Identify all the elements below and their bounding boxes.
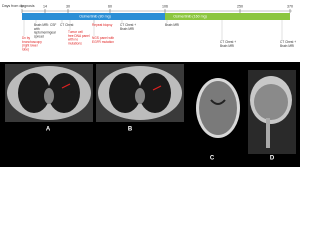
- panel-label: C: [210, 156, 215, 162]
- event-label: Brain MRI: [165, 23, 179, 27]
- ct-image: [5, 64, 93, 122]
- figure: Days from diagnosis Osimertinib (80 mg) …: [0, 0, 300, 167]
- bar-label: Osimertinib (160 mg): [173, 14, 207, 18]
- event-label: NGS panel with EGFR mutation: [92, 36, 114, 44]
- event-label: CT Chest + Brain MRI: [120, 23, 136, 31]
- mri-image: [196, 78, 240, 138]
- bar-label: Osimertinib (80 mg): [79, 14, 111, 18]
- ticks: 0 14 30 60 106 250 370: [21, 4, 293, 13]
- axis-label: Days from diagnosis: [2, 4, 35, 8]
- tick-label: 370: [287, 4, 293, 8]
- panel-label: A: [46, 127, 51, 133]
- tick-label: 30: [66, 4, 70, 8]
- event-label: CT Chest + Brain MRI: [220, 40, 236, 48]
- tick-label: 0: [21, 4, 23, 8]
- tick-label: 14: [43, 4, 47, 8]
- tick-label: 106: [162, 4, 168, 8]
- events: Brain MRI: CSF with leptomeningeal spreadDx…: [22, 20, 296, 51]
- tick-label: 250: [237, 4, 243, 8]
- event-label: CT Chest + Brain MRI: [280, 40, 296, 48]
- mri-image: [248, 70, 296, 154]
- panel-label: D: [270, 156, 275, 162]
- tick-label: 60: [108, 4, 112, 8]
- timeline-background: [0, 0, 300, 62]
- event-label: CT Chest: [60, 23, 74, 27]
- event-label: Brain MRI: CSF with leptomeningeal spread: [34, 23, 56, 38]
- dose-bar: [22, 13, 165, 20]
- panel-label: B: [128, 127, 133, 133]
- event-label: Dx by bronchoscopy (right lower lobe): [22, 36, 42, 51]
- dose-bar: [165, 13, 290, 20]
- event-label: Repeat biopsy: [92, 23, 113, 27]
- event-label: Tumor cell free DNA panel with no mutations: [68, 30, 90, 45]
- ct-image: [96, 64, 184, 122]
